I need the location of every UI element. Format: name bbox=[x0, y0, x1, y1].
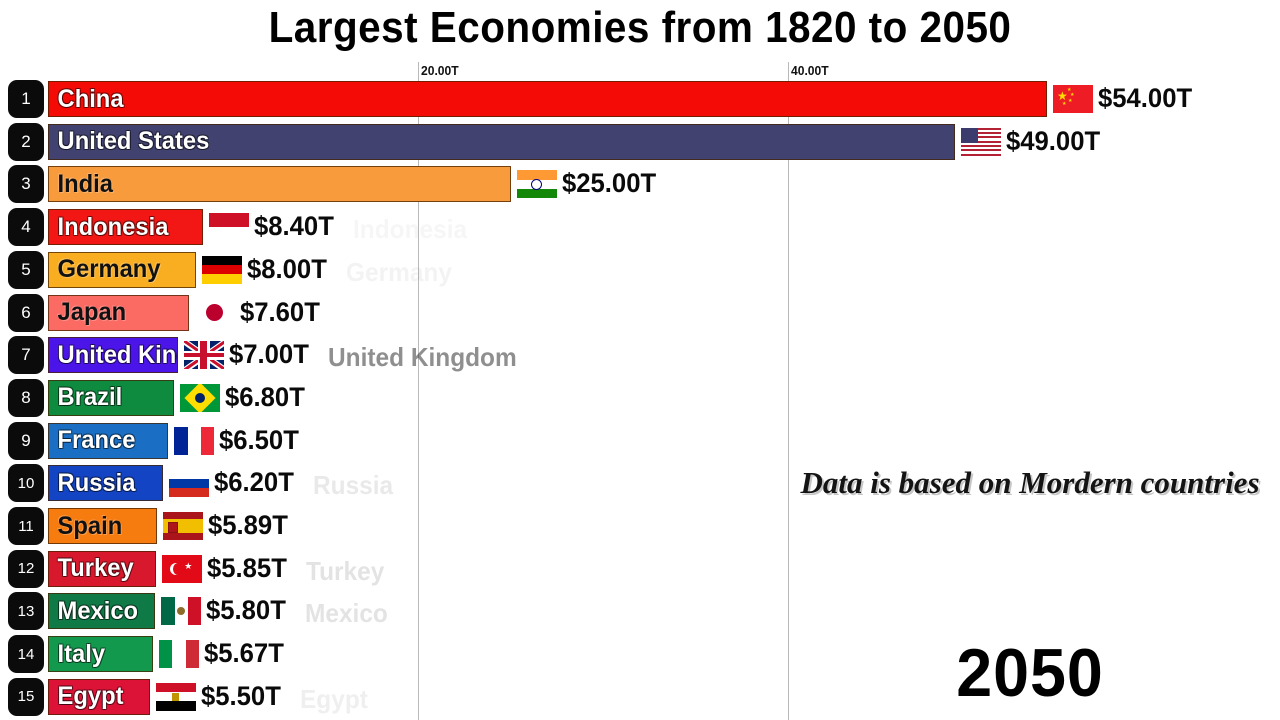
bar-country-label: Mexico bbox=[57, 596, 139, 625]
brazil-flag bbox=[179, 383, 220, 412]
russia-flag bbox=[168, 469, 209, 498]
bar-value-label: $5.67T bbox=[203, 638, 284, 669]
turkey-flag: ★ bbox=[162, 554, 203, 583]
bar-row[interactable]: 1 China ★ ★ ★ ★ ★ $54.00T bbox=[0, 80, 1280, 118]
germany-flag bbox=[202, 255, 242, 284]
united-kingdom-flag bbox=[183, 341, 224, 370]
rank-badge: 1 bbox=[8, 80, 44, 118]
bar-row[interactable]: 15 Egypt $5.50T bbox=[0, 677, 1280, 716]
axis-tick-label: 40.00T bbox=[791, 63, 829, 78]
bar-country-label: Spain bbox=[57, 511, 123, 540]
india-flag bbox=[516, 170, 557, 199]
bar-row[interactable]: 4 Indonesia $8.40T bbox=[0, 208, 1280, 247]
rank-badge: 11 bbox=[8, 507, 44, 545]
bar[interactable]: Mexico bbox=[48, 593, 156, 630]
bar-country-label: United Kingdom bbox=[57, 340, 177, 369]
indonesia-flag bbox=[209, 213, 250, 242]
bar-row[interactable]: 6 Japan $7.60T bbox=[0, 293, 1280, 332]
bar[interactable]: United States bbox=[48, 123, 955, 160]
bar-value-label: $5.50T bbox=[200, 680, 281, 711]
bar-country-label: Russia bbox=[57, 468, 136, 497]
rank-badge: 12 bbox=[8, 549, 44, 588]
rank-badge: 6 bbox=[8, 293, 44, 332]
bar[interactable]: China bbox=[48, 81, 1047, 117]
rank-badge: 10 bbox=[8, 464, 44, 503]
rank-badge: 4 bbox=[8, 208, 44, 247]
bar-country-label: Brazil bbox=[57, 383, 123, 412]
bar-country-label: China bbox=[57, 84, 124, 113]
bar-value-label: $54.00T bbox=[1098, 83, 1193, 113]
bar-value-label: $8.00T bbox=[247, 253, 327, 284]
rank-badge: 5 bbox=[8, 250, 44, 289]
bar-country-label: Egypt bbox=[57, 682, 124, 711]
bar[interactable]: Japan bbox=[48, 294, 189, 331]
bar-country-label: India bbox=[57, 169, 113, 198]
bar-country-label: Turkey bbox=[57, 554, 134, 583]
gridline-20.00T bbox=[418, 62, 419, 720]
bar-country-label: Japan bbox=[57, 298, 127, 326]
bar[interactable]: Germany bbox=[48, 251, 196, 288]
bar-row[interactable]: 14 Italy $5.67T bbox=[0, 635, 1280, 674]
bar-row[interactable]: 8 Brazil $6.80T bbox=[0, 378, 1280, 417]
bar[interactable]: France bbox=[48, 422, 169, 459]
data-source-note: Data is based on Mordern countries bbox=[800, 465, 1260, 500]
bar-country-label: Germany bbox=[57, 255, 161, 284]
bar-row[interactable]: 3 India $25.00T bbox=[0, 165, 1280, 204]
page-title: Largest Economies from 1820 to 2050 bbox=[268, 3, 1012, 52]
bar-row[interactable]: 10 Russia $6.20T bbox=[0, 464, 1280, 503]
rank-badge: 2 bbox=[8, 122, 44, 161]
mexico-flag bbox=[161, 597, 202, 626]
rank-badge: 8 bbox=[8, 378, 44, 417]
year-counter: 2050 bbox=[956, 635, 1104, 711]
bar-value-label: $5.89T bbox=[207, 510, 288, 540]
gridline-40.00T bbox=[788, 62, 789, 720]
bar-country-label: Indonesia bbox=[57, 212, 169, 241]
rank-badge: 13 bbox=[8, 592, 44, 631]
bar-value-label: $5.80T bbox=[206, 595, 287, 626]
rank-badge: 7 bbox=[8, 336, 44, 375]
united-states-flag bbox=[960, 127, 1001, 156]
spain-flag bbox=[162, 512, 203, 540]
bar[interactable]: Italy bbox=[48, 636, 153, 673]
bar-country-label: Italy bbox=[57, 639, 106, 668]
bar-country-label: United States bbox=[57, 127, 210, 156]
rank-badge: 9 bbox=[8, 421, 44, 460]
japan-flag bbox=[194, 298, 235, 327]
rank-badge: 14 bbox=[8, 635, 44, 674]
bar-value-label: $7.00T bbox=[228, 339, 309, 370]
bar[interactable]: India bbox=[48, 166, 511, 203]
bar-row[interactable]: 13 Mexico $5.80T bbox=[0, 592, 1280, 631]
bar-value-label: $5.85T bbox=[207, 552, 288, 583]
bar-value-label: $6.80T bbox=[224, 381, 305, 412]
bar[interactable]: United Kingdom bbox=[48, 337, 178, 374]
bar-row[interactable]: 9 France $6.50T bbox=[0, 421, 1280, 460]
bar-row[interactable]: 12 Turkey ★ $5.85T bbox=[0, 549, 1280, 588]
bar-value-label: $6.50T bbox=[219, 424, 300, 455]
bar-row[interactable]: 2 United States $49.00T bbox=[0, 122, 1280, 161]
bar-value-label: $49.00T bbox=[1005, 125, 1100, 156]
china-flag: ★ ★ ★ ★ ★ bbox=[1053, 85, 1093, 113]
bar-row[interactable]: 5 Germany $8.00T bbox=[0, 250, 1280, 289]
bar[interactable]: Turkey bbox=[48, 550, 157, 587]
bar-value-label: $6.20T bbox=[213, 467, 294, 498]
rank-badge: 3 bbox=[8, 165, 44, 204]
italy-flag bbox=[158, 640, 199, 669]
bar[interactable]: Indonesia bbox=[48, 209, 204, 246]
axis-tick-label: 20.00T bbox=[421, 63, 459, 78]
bar[interactable]: Egypt bbox=[48, 678, 150, 715]
bar[interactable]: Brazil bbox=[48, 379, 174, 416]
bar-row[interactable]: 7 United Kingdom $7.00T bbox=[0, 336, 1280, 375]
bar[interactable]: Spain bbox=[48, 508, 157, 544]
bar-value-label: $8.40T bbox=[254, 211, 335, 242]
france-flag bbox=[174, 426, 215, 455]
rank-badge: 15 bbox=[8, 677, 44, 716]
bar-value-label: $7.60T bbox=[239, 296, 320, 327]
bar-row[interactable]: 11 Spain $5.89T bbox=[0, 507, 1280, 545]
bar[interactable]: Russia bbox=[48, 465, 163, 502]
egypt-flag bbox=[155, 682, 196, 711]
bar-country-label: France bbox=[57, 426, 136, 455]
bar-value-label: $25.00T bbox=[561, 168, 656, 199]
